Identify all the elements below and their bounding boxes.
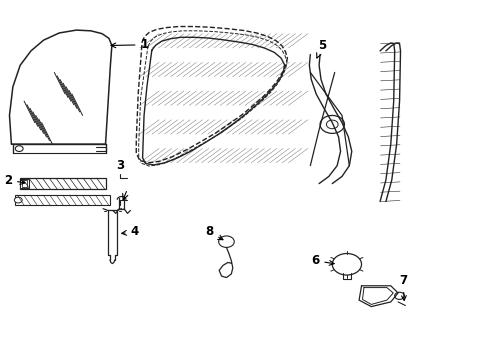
Bar	[20, 179, 29, 188]
Text: 5: 5	[316, 39, 326, 58]
Text: 7: 7	[398, 274, 406, 301]
Bar	[20, 178, 105, 189]
Text: 6: 6	[310, 254, 333, 267]
Bar	[21, 180, 27, 187]
Text: 3: 3	[116, 159, 124, 172]
Text: 1: 1	[111, 38, 148, 51]
Text: 8: 8	[205, 225, 223, 240]
Text: 2: 2	[4, 174, 25, 186]
Bar	[15, 195, 110, 205]
Text: 4: 4	[122, 225, 139, 238]
Circle shape	[15, 146, 23, 152]
Circle shape	[14, 197, 22, 203]
